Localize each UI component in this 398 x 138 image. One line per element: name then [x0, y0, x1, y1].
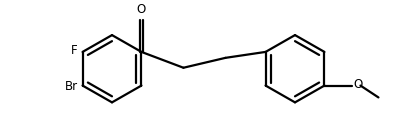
Text: F: F — [71, 44, 78, 57]
Text: O: O — [353, 78, 363, 91]
Text: O: O — [137, 3, 146, 16]
Text: Br: Br — [64, 80, 78, 93]
